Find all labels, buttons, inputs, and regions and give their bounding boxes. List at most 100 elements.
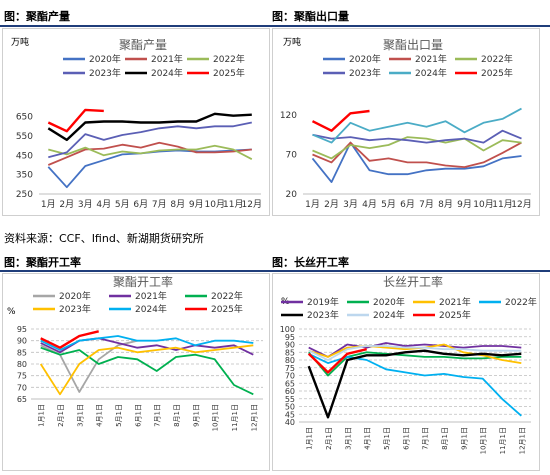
legend-label: 2022年 <box>505 296 537 308</box>
series-line <box>307 349 522 419</box>
series-line <box>312 136 522 160</box>
y-tick-label: 80 <box>285 356 295 365</box>
y-tick-label: 85 <box>17 348 27 357</box>
y-tick-label: 550 <box>16 132 33 142</box>
y-tick-label: 100 <box>280 325 295 334</box>
y-tick-label: 650 <box>16 113 33 123</box>
y-tick-label: 90 <box>17 337 27 346</box>
y-tick-label: 95 <box>17 325 27 334</box>
series-line <box>308 342 522 358</box>
x-tick-label: 11月1日 <box>499 427 507 454</box>
y-tick-label: 70 <box>285 372 295 381</box>
y-unit-label: % <box>7 307 16 317</box>
y-tick-label: 450 <box>16 151 33 161</box>
chart-panel-polyester-rate: 聚酯开工率% 2020年 2021年 2022年 2023年 2024年 2025年 65 70… <box>2 273 270 471</box>
x-tick-label: 4月1日 <box>96 404 104 427</box>
chart-export: 聚酯出口量 万吨 2020年 2021年 2022年 2023年 2024年 2025年 20 7… <box>280 36 532 210</box>
legend-label: 2023年 <box>349 67 381 79</box>
header-production: 图：聚酯产量 <box>4 10 70 23</box>
x-tick-label: 8月 <box>438 199 453 210</box>
x-tick-label: 2月1日 <box>57 404 65 427</box>
legend-label: 2020年 <box>59 290 91 302</box>
chart-panel-filament-rate: 长丝开工率%2019年2020年2021年2022年2023年2024年2025… <box>272 273 540 471</box>
x-tick-label: 12月1日 <box>518 427 526 454</box>
header-divider-top <box>0 25 550 27</box>
x-tick-label: 1月 <box>305 199 320 210</box>
x-tick-label: 9月 <box>457 199 472 210</box>
y-tick-label: 20 <box>286 190 298 200</box>
series-line <box>311 109 370 132</box>
series-line <box>308 345 522 361</box>
x-tick-label: 12月 <box>511 199 531 210</box>
legend-label: 2025年 <box>213 67 245 79</box>
y-tick-label: 65 <box>285 379 295 388</box>
x-tick-label: 2月 <box>59 199 74 210</box>
y-tick-label: 120 <box>280 111 297 121</box>
x-tick-label: 11月 <box>492 199 512 210</box>
y-tick-label: 75 <box>17 372 27 381</box>
chart-polyester-rate: 聚酯开工率% 2020年 2021年 2022年 2023年 2024年 2025年 65 70… <box>7 274 263 431</box>
legend-label: 2024年 <box>151 67 183 79</box>
y-tick-label: 60 <box>285 387 295 396</box>
x-tick-label: 4月1日 <box>364 427 372 450</box>
x-tick-label: 10月 <box>473 199 493 210</box>
chart-panel-export: 聚酯出口量 万吨 2020年 2021年 2022年 2023年 2024年 2025年 20 7… <box>272 28 540 216</box>
x-tick-label: 5月1日 <box>115 404 123 427</box>
y-tick-label: 45 <box>285 410 295 419</box>
header-polyester-rate: 图：聚酯开工率 <box>4 256 81 269</box>
legend-label: 2023年 <box>59 303 91 315</box>
x-tick-label: 2月1日 <box>325 427 333 450</box>
x-tick-label: 10月1日 <box>480 427 488 454</box>
header-divider-bottom <box>0 270 550 272</box>
series-line <box>40 335 254 351</box>
series-line <box>47 108 104 133</box>
chart-title: 聚酯出口量 <box>383 38 443 52</box>
series-line <box>47 141 252 166</box>
legend-label: 2024年 <box>373 309 405 321</box>
series-line <box>39 344 254 396</box>
y-tick-label: 55 <box>285 395 295 404</box>
y-tick-label: 50 <box>285 403 295 412</box>
legend-label: 2020年 <box>349 53 381 65</box>
x-tick-label: 3月 <box>343 199 358 210</box>
chart-title: 长丝开工率 <box>383 274 443 289</box>
series-line <box>312 107 522 144</box>
x-tick-label: 8月1日 <box>173 404 181 427</box>
x-tick-label: 9月1日 <box>460 427 468 450</box>
legend-label: 2021年 <box>151 53 183 65</box>
x-tick-label: 12月1日 <box>250 404 258 431</box>
x-tick-label: 1月 <box>41 199 56 210</box>
series-line <box>312 129 522 144</box>
legend-label: 2024年 <box>135 303 167 315</box>
x-tick-label: 9月1日 <box>192 404 200 427</box>
series-line <box>48 121 252 159</box>
x-tick-label: 8月 <box>170 199 185 210</box>
legend-label: 2021年 <box>135 290 167 302</box>
legend-label: 2024年 <box>415 67 447 79</box>
legend-label: 2022年 <box>481 53 513 65</box>
legend-label: 2023年 <box>307 309 339 321</box>
series-line <box>47 148 252 189</box>
series-line <box>312 141 522 168</box>
x-tick-label: 5月 <box>115 199 130 210</box>
source-note: 资料来源：CCF、Ifind、新湖期货研究所 <box>4 232 204 245</box>
header-filament-rate: 图：长丝开工率 <box>272 256 349 269</box>
header-export: 图：聚酯出口量 <box>272 10 349 23</box>
chart-production: 聚酯产量 万吨 2020年 2021年 2022年 2023年 2024年 2025年 250 3… <box>11 36 262 210</box>
x-tick-label: 9月 <box>189 199 204 210</box>
y-tick-label: 40 <box>285 418 295 427</box>
x-tick-label: 6月 <box>133 199 148 210</box>
legend-label: 2025年 <box>481 67 513 79</box>
x-tick-label: 7月 <box>152 199 167 210</box>
x-tick-label: 7月1日 <box>154 404 162 427</box>
series-line <box>48 144 253 160</box>
x-tick-label: 4月 <box>96 199 111 210</box>
y-unit-label: 万吨 <box>283 36 301 48</box>
x-tick-label: 5月1日 <box>383 427 391 450</box>
x-tick-label: 10月 <box>205 199 225 210</box>
series-line <box>308 351 522 377</box>
x-tick-label: 7月1日 <box>422 427 430 450</box>
x-tick-label: 1月1日 <box>306 427 314 450</box>
series-line <box>307 348 367 374</box>
y-tick-label: 250 <box>16 190 33 200</box>
